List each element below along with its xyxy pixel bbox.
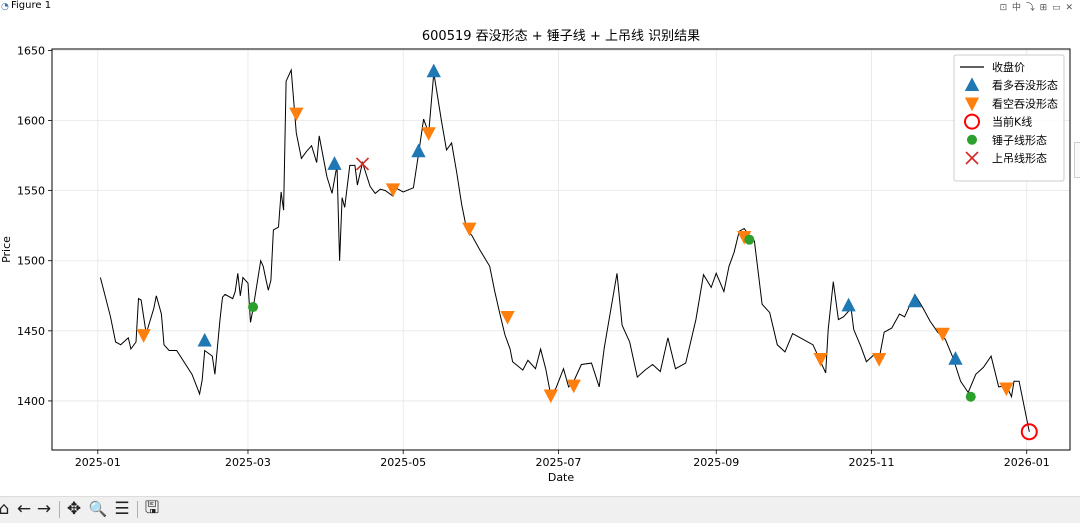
legend-swatch-hammer xyxy=(967,134,977,145)
toolbar-separator xyxy=(137,501,138,518)
bearish-engulfing-marker xyxy=(999,382,1014,397)
bullish-engulfing-marker xyxy=(197,332,212,347)
legend-label: 锤子线形态 xyxy=(992,133,1047,147)
chart-title: 600519 吞没形态 + 锤子线 + 上吊线 识别结果 xyxy=(422,29,700,44)
forward-arrow-icon[interactable]: → xyxy=(36,499,52,519)
bearish-engulfing-marker xyxy=(289,107,304,122)
y-tick-label: 1600 xyxy=(17,115,45,128)
y-tick-label: 1450 xyxy=(17,325,45,338)
plot-frame xyxy=(51,48,1071,451)
bearish-engulfing-marker xyxy=(737,231,752,245)
bullish-engulfing-marker xyxy=(411,143,426,158)
legend-label: 看多吞没形态 xyxy=(992,78,1058,92)
hammer-marker xyxy=(965,391,976,402)
back-arrow-icon[interactable]: ← xyxy=(16,499,32,519)
chart: 2025-01 2025-03 2025-05 2025-07 2025-09 2025-… xyxy=(0,29,1071,484)
y-tick-label: 1400 xyxy=(17,395,45,408)
current-candle-marker xyxy=(1020,423,1038,441)
bearish-engulfing-marker xyxy=(462,222,477,237)
y-tick-label: 1650 xyxy=(17,44,45,57)
legend-swatch-hanging xyxy=(965,151,979,165)
legend-swatch-bullish xyxy=(964,77,980,92)
legend-label: 收盘价 xyxy=(992,60,1025,74)
x-tick-label: 2025-05 xyxy=(380,456,426,469)
x-tick-label: 2026-01 xyxy=(1004,456,1050,469)
legend-swatch-bearish xyxy=(964,97,980,112)
x-tick-label: 2025-07 xyxy=(535,456,581,469)
bearish-engulfing-marker xyxy=(385,183,401,198)
window-titlebar: ◔ Figure 1 ⊡ 中 ⤵ ⊞ ▭ ✕ xyxy=(0,0,1080,14)
x-tick-label: 2025-09 xyxy=(693,456,739,469)
bullish-engulfing-marker xyxy=(907,293,922,308)
bullish-engulfing-marker xyxy=(426,63,441,78)
window-controls[interactable]: ⊡ 中 ⤵ ⊞ ▭ ✕ xyxy=(999,3,1074,13)
configure-subplots-icon[interactable]: ☰ xyxy=(114,499,130,519)
bearish-engulfing-marker xyxy=(813,353,828,367)
bullish-engulfing-marker xyxy=(948,351,963,365)
x-tick-label: 2025-11 xyxy=(849,456,895,469)
hammer-marker xyxy=(744,234,755,245)
bullish-engulfing-marker xyxy=(327,156,342,170)
bullish-engulfing-marker xyxy=(841,297,856,312)
side-panel-handle[interactable] xyxy=(1074,142,1080,178)
x-tick-label: 2025-03 xyxy=(225,456,271,469)
legend-label: 看空吞没形态 xyxy=(992,96,1058,110)
bearish-engulfing-marker xyxy=(935,327,950,342)
toolbar-separator xyxy=(59,501,60,518)
bearish-engulfing-marker xyxy=(136,329,151,343)
navigation-toolbar: ⌂ ← → ✥ 🔍 ☰ 🖫 xyxy=(0,496,1080,523)
bearish-engulfing-marker xyxy=(543,389,558,404)
zoom-icon[interactable]: 🔍 xyxy=(88,500,108,518)
legend-label: 上吊线形态 xyxy=(992,151,1047,165)
x-tick-label: 2025-01 xyxy=(75,456,121,469)
hanging-man-marker xyxy=(355,157,370,171)
close-price-line xyxy=(99,68,1030,432)
bearish-engulfing-marker xyxy=(566,379,581,394)
figure-app-icon: ◔ xyxy=(1,2,9,12)
window-title: Figure 1 xyxy=(11,0,52,11)
legend-box xyxy=(953,54,1065,182)
x-axis-label: Date xyxy=(548,471,575,484)
bearish-engulfing-marker xyxy=(871,353,887,367)
y-tick-label: 1500 xyxy=(17,255,45,268)
bearish-engulfing-marker xyxy=(421,127,436,141)
save-icon[interactable]: 🖫 xyxy=(144,497,160,518)
pan-icon[interactable]: ✥ xyxy=(66,499,82,519)
hammer-marker xyxy=(248,301,259,312)
legend-label: 当前K线 xyxy=(992,115,1032,129)
y-tick-label: 1550 xyxy=(17,185,45,198)
legend-swatch-current xyxy=(964,113,980,130)
home-icon[interactable]: ⌂ xyxy=(0,499,10,519)
bearish-engulfing-marker xyxy=(500,310,515,325)
y-axis-label: Price xyxy=(0,236,13,263)
